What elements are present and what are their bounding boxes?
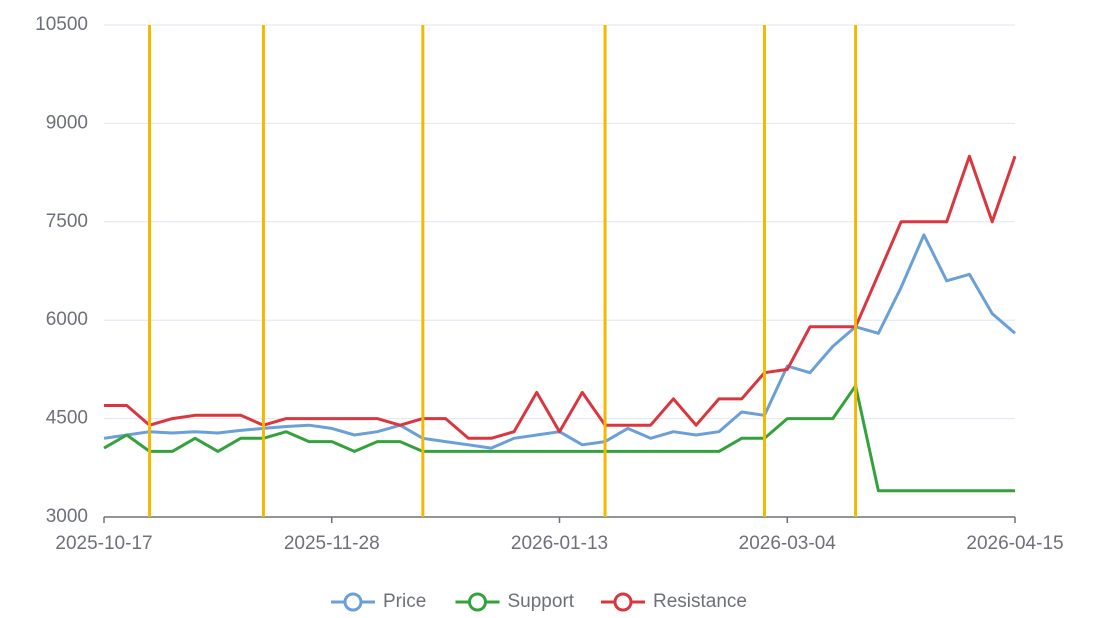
x-tick-label: 2026-03-04 bbox=[739, 533, 837, 554]
legend-symbol bbox=[613, 592, 633, 612]
line-series bbox=[103, 384, 1015, 493]
x-tick-label: 2025-11-28 bbox=[284, 533, 380, 554]
y-tick-label: 6000 bbox=[46, 309, 88, 330]
y-tick-label: 10500 bbox=[35, 14, 88, 35]
y-tick-label: 3000 bbox=[46, 506, 88, 527]
legend-label: Resistance bbox=[653, 591, 747, 612]
y-tick-label: 4500 bbox=[46, 408, 88, 429]
x-tick-label: 2026-01-13 bbox=[511, 533, 608, 554]
legend-label: Price bbox=[383, 591, 426, 612]
legend-symbol bbox=[468, 592, 487, 612]
legend-symbol bbox=[343, 592, 363, 612]
legend-item: Resistance bbox=[601, 591, 747, 612]
y-tick-label: 7500 bbox=[46, 211, 88, 232]
x-tick-label: 2025-10-17 bbox=[55, 533, 152, 554]
line-series bbox=[104, 154, 1017, 440]
legend-label: Support bbox=[508, 591, 575, 612]
x-tick-label: 2026-04-15 bbox=[966, 533, 1063, 554]
y-tick-label: 9000 bbox=[46, 112, 88, 133]
legend-item: Price bbox=[331, 591, 426, 612]
legend-item: Support bbox=[455, 591, 575, 612]
